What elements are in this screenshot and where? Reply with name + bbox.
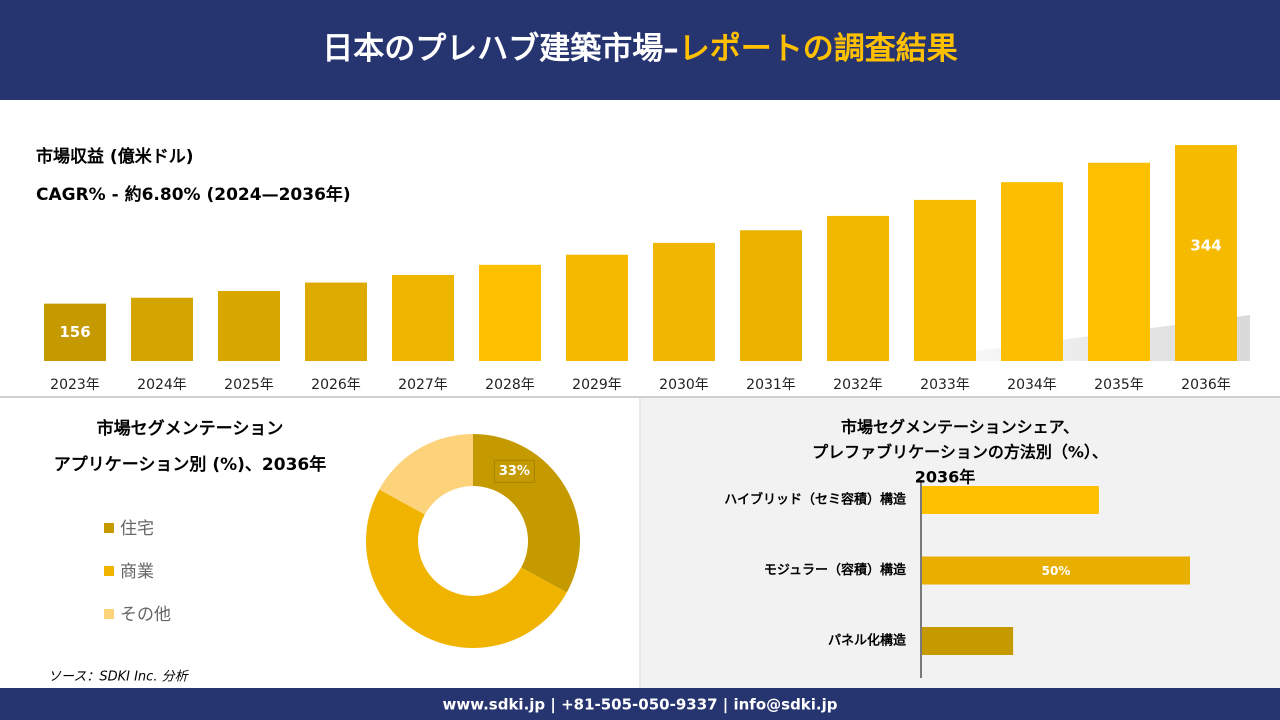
- legend-label: 住宅: [120, 519, 154, 539]
- bar: [479, 264, 541, 361]
- donut-slice: [473, 434, 581, 593]
- footer-text: www.sdki.jp | +81-505-050-9337 | info@sd…: [442, 696, 837, 715]
- legend-swatch: [104, 609, 114, 619]
- chart-title: 市場セグメンテーション: [97, 418, 284, 439]
- x-tick-label: 2028年: [485, 377, 535, 393]
- donut-slice: [365, 489, 567, 648]
- chart-title: 2036年: [915, 468, 976, 487]
- x-tick-label: 2031年: [746, 377, 796, 393]
- bar: [1088, 162, 1150, 361]
- footer-bar: [0, 688, 1280, 720]
- value-label: 50%: [1042, 564, 1071, 578]
- x-tick-label: 2025年: [224, 377, 274, 393]
- x-tick-label: 2024年: [137, 377, 187, 393]
- bar: [922, 556, 1190, 585]
- floor-shadow: [900, 315, 1250, 361]
- bar: [566, 254, 628, 361]
- bar: [922, 486, 1099, 514]
- x-tick-label: 2034年: [1007, 377, 1057, 393]
- bar: [740, 230, 802, 361]
- chart-title: 市場収益 (億米ドル): [36, 146, 193, 167]
- label-box: [493, 459, 535, 483]
- title-part: 日本のプレハブ建築市場–: [322, 31, 679, 67]
- donut-slice: [379, 434, 473, 515]
- legend-label: 商業: [120, 562, 154, 582]
- title-part: レポートの調査結果: [679, 31, 958, 67]
- chart-subtitle: CAGR% - 約6.80% (2024—2036年): [36, 184, 351, 205]
- bar: [1001, 182, 1063, 361]
- legend-swatch: [104, 523, 114, 533]
- bar: [392, 274, 454, 361]
- x-tick-label: 2026年: [311, 377, 361, 393]
- y-tick-label: ハイブリッド（セミ容積）構造: [724, 492, 907, 508]
- x-tick-label: 2030年: [659, 377, 709, 393]
- legend-swatch: [104, 566, 114, 576]
- bar: [131, 297, 193, 361]
- chart-subtitle: アプリケーション別 (%)、2036年: [54, 454, 326, 475]
- bar: [827, 215, 889, 361]
- header-bar: [0, 0, 1280, 100]
- x-tick-label: 2027年: [398, 377, 448, 393]
- x-tick-label: 2023年: [50, 377, 100, 393]
- source: ソース：SDKI Inc. 分析: [48, 670, 190, 685]
- legend-label: その他: [120, 605, 171, 625]
- x-tick-label: 2032年: [833, 377, 883, 393]
- bar: [44, 303, 106, 361]
- bar: [922, 627, 1014, 655]
- value-label: 156: [59, 323, 90, 341]
- bar: [653, 242, 715, 361]
- value-label: 33%: [499, 464, 530, 479]
- bar: [1175, 145, 1237, 361]
- chart-title: プレファブリケーションの方法別（%）、: [812, 443, 1108, 462]
- value-label: 344: [1190, 237, 1221, 255]
- y-tick-label: モジュラー（容積）構造: [764, 562, 907, 578]
- chart-title: 市場セグメンテーションシェア、: [841, 418, 1079, 437]
- y-tick-label: パネル化構造: [828, 633, 907, 649]
- x-tick-label: 2035年: [1094, 377, 1144, 393]
- bar: [305, 282, 367, 361]
- bar: [914, 199, 976, 361]
- x-tick-label: 2033年: [920, 377, 970, 393]
- x-tick-label: 2029年: [572, 377, 622, 393]
- header-title: 日本のプレハブ建築市場–レポートの調査結果: [322, 31, 958, 67]
- bar: [218, 290, 280, 361]
- x-tick-label: 2036年: [1181, 377, 1231, 393]
